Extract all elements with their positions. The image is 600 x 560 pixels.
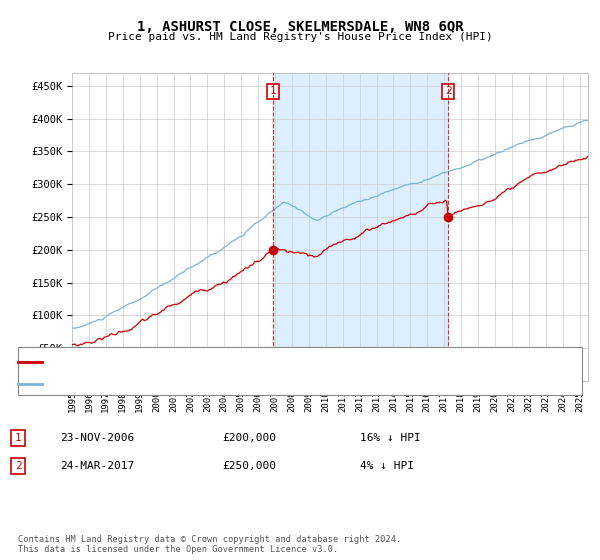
Text: 1: 1 xyxy=(270,86,277,96)
Text: 16% ↓ HPI: 16% ↓ HPI xyxy=(360,433,421,443)
Text: Price paid vs. HM Land Registry's House Price Index (HPI): Price paid vs. HM Land Registry's House … xyxy=(107,32,493,43)
Text: £200,000: £200,000 xyxy=(222,433,276,443)
Text: HPI: Average price, detached house, West Lancashire: HPI: Average price, detached house, West… xyxy=(54,379,373,389)
Bar xyxy=(274,73,448,381)
Text: 24-MAR-2017: 24-MAR-2017 xyxy=(60,461,134,471)
Text: 23-NOV-2006: 23-NOV-2006 xyxy=(60,433,134,443)
Text: 1: 1 xyxy=(14,433,22,443)
Text: 1, ASHURST CLOSE, SKELMERSDALE, WN8 6QR: 1, ASHURST CLOSE, SKELMERSDALE, WN8 6QR xyxy=(137,20,463,34)
Text: 4% ↓ HPI: 4% ↓ HPI xyxy=(360,461,414,471)
Text: 2: 2 xyxy=(14,461,22,471)
Text: 2: 2 xyxy=(445,86,451,96)
Text: Contains HM Land Registry data © Crown copyright and database right 2024.
This d: Contains HM Land Registry data © Crown c… xyxy=(18,535,401,554)
Text: £250,000: £250,000 xyxy=(222,461,276,471)
Text: 1, ASHURST CLOSE, SKELMERSDALE, WN8 6QR (detached house): 1, ASHURST CLOSE, SKELMERSDALE, WN8 6QR … xyxy=(54,357,404,367)
